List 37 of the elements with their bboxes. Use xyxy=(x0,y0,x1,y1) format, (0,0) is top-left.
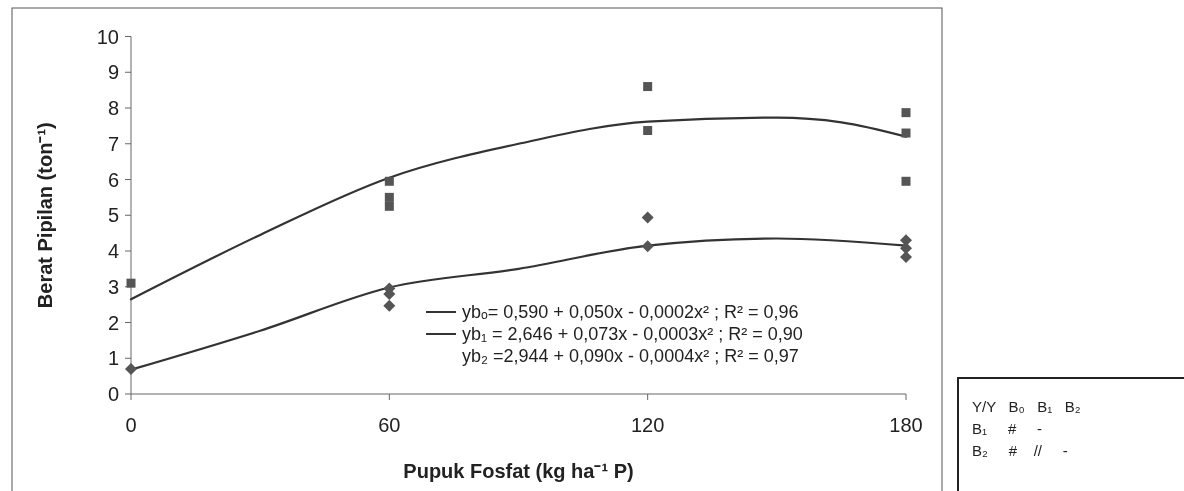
point xyxy=(125,362,137,375)
y-tick-label: 10 xyxy=(96,25,119,48)
x-tick-label: 180 xyxy=(889,414,923,436)
y-tick-label: 3 xyxy=(107,275,119,298)
x-tick-label: 60 xyxy=(378,414,401,436)
point xyxy=(900,251,912,264)
point xyxy=(643,126,653,136)
legend-label: yb₁ = 2,646 + 0,073x - 0,0003x² ; R² = 0,90 xyxy=(462,324,803,344)
y-tick-label: 6 xyxy=(107,168,119,191)
text: B₂ # // - xyxy=(972,442,1068,459)
point xyxy=(901,128,911,138)
annotation: yb₂ =2,944 + 0,090x - 0,0004x² ; R² = 0,97 xyxy=(462,346,799,366)
point xyxy=(643,82,653,92)
point xyxy=(901,108,911,118)
y-tick-label: 1 xyxy=(107,347,119,370)
y-tick-label: 8 xyxy=(107,97,119,119)
x-tick-label: 0 xyxy=(125,414,137,436)
point xyxy=(126,278,136,288)
point xyxy=(384,176,394,186)
x-tick-label: 120 xyxy=(630,414,665,436)
legend-label: ybₒ= 0,590 + 0,050x - 0,0002x² ; R² = 0,96 xyxy=(462,302,799,322)
y-tick-label: 7 xyxy=(107,132,119,155)
y-tick-label: 5 xyxy=(107,204,119,227)
point xyxy=(383,299,396,312)
text: B₁ # - xyxy=(972,420,1043,437)
point xyxy=(384,192,394,202)
y-tick-label: 9 xyxy=(107,61,119,84)
point xyxy=(901,176,911,186)
point xyxy=(641,240,654,253)
y-tick-label: 2 xyxy=(107,311,119,334)
y-axis-title: Berat Pipilan (ton⁻¹) xyxy=(34,122,56,309)
x-axis-title: Pupuk Fosfat (kg ha⁻¹ P) xyxy=(403,460,634,482)
y-tick-label: 4 xyxy=(107,240,119,262)
text: Y/Y B₀ B₁ B₂ xyxy=(972,398,1081,415)
point xyxy=(641,211,654,224)
y-tick-label: 0 xyxy=(107,383,119,405)
point xyxy=(384,201,394,211)
